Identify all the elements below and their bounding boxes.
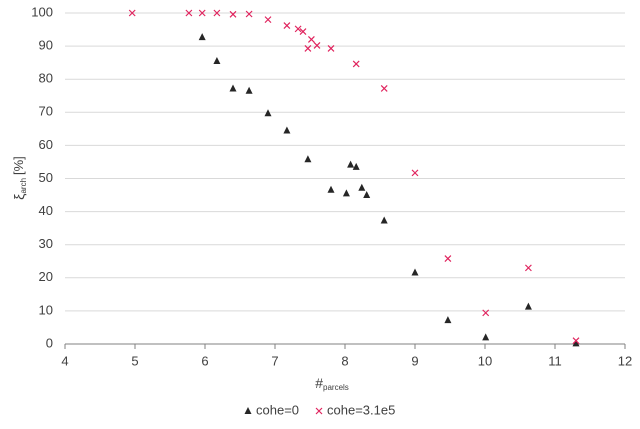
x-tick-label: 6	[201, 353, 208, 368]
y-tick-label: 70	[39, 104, 53, 119]
triangle-marker	[327, 185, 335, 193]
y-tick-label: 90	[39, 38, 53, 53]
x-label-subscript: parcels	[323, 383, 349, 392]
triangle-marker	[482, 333, 490, 341]
x-tick-label: 10	[478, 353, 492, 368]
x-axis-label: #parcels	[315, 375, 349, 392]
y-tick-label: 80	[39, 71, 53, 86]
x-marker	[524, 264, 532, 272]
x-tick-label: 5	[131, 353, 138, 368]
x-marker	[128, 9, 136, 17]
x-marker	[213, 9, 221, 17]
triangle-marker	[245, 86, 253, 94]
x-marker	[313, 42, 321, 49]
x-marker	[264, 16, 272, 24]
triangle-marker	[198, 33, 206, 41]
y-label-subscript: arch	[19, 178, 28, 194]
x-tick-label: 4	[61, 353, 68, 368]
y-label-symbol: ξ	[11, 194, 27, 200]
y-tick-label: 60	[39, 137, 53, 152]
y-axis-label: ξarch [%]	[11, 156, 28, 200]
y-label-unit: [%]	[11, 156, 26, 175]
y-tick-label: 40	[39, 203, 53, 218]
x-tick-label: 8	[341, 353, 348, 368]
x-marker	[572, 337, 580, 345]
triangle-marker	[264, 109, 272, 117]
x-marker	[304, 44, 312, 52]
y-tick-label: 10	[39, 302, 53, 317]
triangle-marker	[572, 339, 580, 347]
triangle-marker	[380, 216, 388, 224]
legend-label: cohe=3.1e5	[327, 402, 395, 417]
x-marker	[283, 22, 291, 30]
x-label-symbol: #	[315, 375, 323, 391]
x-tick-label: 7	[271, 353, 278, 368]
x-marker	[380, 85, 388, 92]
x-marker	[294, 25, 302, 33]
triangle-marker	[363, 191, 371, 199]
y-tick-label: 0	[46, 335, 53, 350]
triangle-marker	[304, 155, 312, 163]
triangle-marker	[352, 162, 360, 170]
x-marker	[411, 169, 419, 177]
x-marker	[198, 9, 206, 17]
triangle-marker	[524, 302, 532, 310]
x-marker	[299, 28, 307, 35]
x-tick-label: 9	[411, 353, 418, 368]
x-marker	[327, 44, 335, 52]
x-tick-label: 11	[548, 353, 562, 368]
y-tick-label: 50	[39, 170, 53, 185]
x-marker	[185, 9, 193, 17]
y-tick-label: 30	[39, 236, 53, 251]
triangle-marker	[244, 407, 252, 414]
x-marker	[482, 309, 490, 317]
triangle-marker	[229, 84, 237, 92]
triangle-marker	[347, 160, 355, 168]
y-tick-label: 20	[39, 269, 53, 284]
triangle-marker	[342, 189, 350, 197]
triangle-marker	[411, 268, 419, 276]
x-marker	[315, 407, 323, 415]
x-tick-label: 12	[618, 353, 632, 368]
x-marker	[444, 255, 452, 263]
triangle-marker	[358, 183, 366, 191]
y-tick-label: 100	[31, 4, 53, 19]
x-marker	[245, 10, 253, 18]
triangle-marker	[444, 316, 452, 324]
x-marker	[307, 36, 315, 43]
triangle-marker	[213, 56, 221, 64]
x-marker	[229, 10, 237, 18]
legend-label: cohe=0	[256, 402, 299, 417]
triangle-marker	[283, 126, 291, 134]
x-marker	[352, 60, 360, 68]
